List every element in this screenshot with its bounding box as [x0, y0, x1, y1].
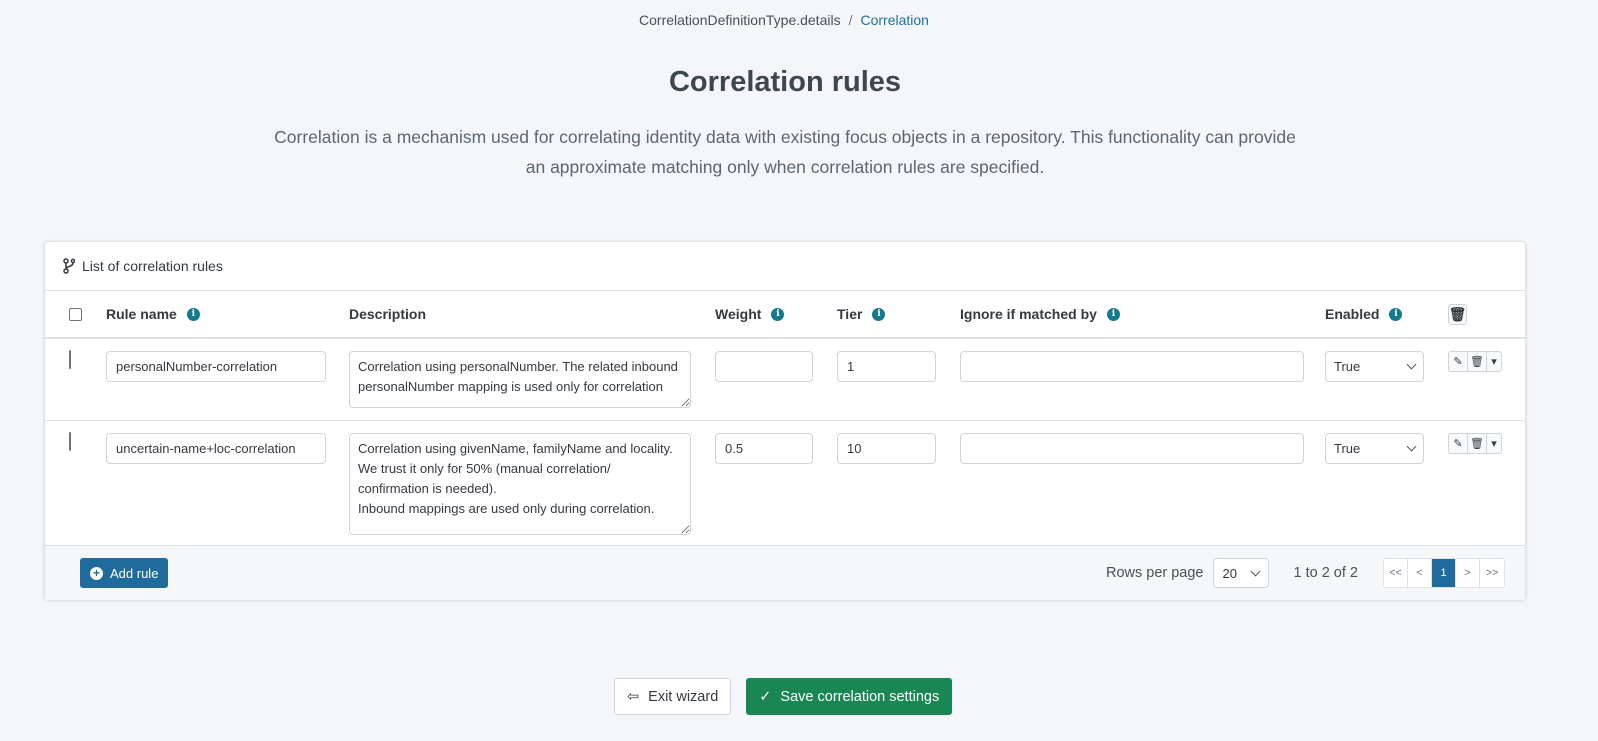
rule-name-input[interactable]	[106, 351, 326, 382]
add-rule-label: Add rule	[110, 565, 159, 581]
page-next[interactable]: >	[1456, 559, 1480, 587]
pagination: << < 1 > >>	[1383, 558, 1505, 588]
tier-input[interactable]	[837, 351, 936, 382]
table-row: Correlation using personalNumber. The re…	[45, 339, 1525, 421]
info-icon[interactable]: i	[1389, 307, 1403, 321]
trash-icon[interactable]: 🗑	[1468, 434, 1487, 453]
ignore-input[interactable]	[960, 433, 1304, 464]
col-enabled: Enabled	[1325, 306, 1380, 322]
save-label: Save correlation settings	[780, 688, 940, 705]
info-icon[interactable]: i	[872, 307, 886, 321]
trash-icon: 🗑	[1448, 305, 1467, 322]
select-all-checkbox[interactable]	[69, 307, 82, 321]
page-intro: Correlation is a mechanism used for corr…	[274, 127, 1296, 177]
row-actions: ✎ 🗑 ▾	[1448, 351, 1502, 372]
page-title: Correlation rules	[668, 66, 902, 98]
col-tier: Tier	[837, 306, 863, 322]
page-prev[interactable]: <	[1408, 559, 1432, 587]
breadcrumb-current[interactable]: Correlation	[860, 12, 929, 28]
enabled-select[interactable]: True	[1325, 433, 1424, 464]
info-icon[interactable]: i	[186, 307, 200, 321]
rules-card: List of correlation rules Rule name i Des…	[44, 241, 1526, 600]
col-weight: Weight	[715, 306, 762, 322]
tier-input[interactable]	[837, 433, 936, 464]
save-button[interactable]: ✓ Save correlation settings	[746, 678, 953, 715]
weight-input[interactable]	[715, 433, 813, 464]
edit-icon[interactable]: ✎	[1449, 352, 1468, 371]
description-textarea[interactable]: Correlation using personalNumber. The re…	[349, 351, 691, 408]
caret-down-icon[interactable]: ▾	[1491, 356, 1497, 368]
trash-icon[interactable]: 🗑	[1468, 352, 1487, 371]
chevron-down-icon	[1250, 566, 1260, 576]
code-branch-icon	[63, 258, 75, 274]
rows-per-page-label: Rows per page	[1105, 565, 1204, 581]
col-rule-name: Rule name	[106, 306, 177, 322]
chevron-down-icon	[1406, 441, 1417, 452]
rows-per-page-select[interactable]: 20	[1212, 558, 1269, 588]
exit-wizard-button[interactable]: ⇦ Exit wizard	[614, 678, 732, 715]
enabled-value: True	[1334, 359, 1361, 374]
weight-input[interactable]	[715, 351, 813, 382]
card-header: List of correlation rules	[45, 242, 1525, 291]
page-count: 1 to 2 of 2	[1293, 565, 1359, 581]
enabled-value: True	[1334, 441, 1361, 456]
col-ignore: Ignore if matched by	[960, 306, 1097, 322]
card-title: List of correlation rules	[82, 258, 223, 274]
chevron-down-icon	[1406, 359, 1417, 370]
exit-label: Exit wizard	[648, 688, 719, 705]
rule-name-input[interactable]	[106, 433, 326, 464]
table-footer: + Add rule Rows per page 20 1 to 2 of 2 <…	[45, 546, 1525, 600]
row-actions: ✎ 🗑 ▾	[1448, 433, 1502, 454]
breadcrumb-parent: CorrelationDefinitionType.details	[639, 12, 841, 28]
page-first[interactable]: <<	[1384, 559, 1408, 587]
row-checkbox[interactable]	[69, 350, 71, 369]
delete-selected-button[interactable]: 🗑	[1448, 303, 1467, 325]
col-description: Description	[349, 306, 427, 322]
page-last[interactable]: >>	[1485, 567, 1499, 579]
rows-per-page-value: 20	[1222, 565, 1237, 581]
sign-out-icon: ⇦	[627, 688, 640, 705]
wizard-actions: ⇦ Exit wizard ✓ Save correlation settings	[614, 678, 953, 715]
add-rule-button[interactable]: + Add rule	[80, 558, 169, 588]
plus-circle-icon: +	[90, 566, 103, 580]
table-header: Rule name i Description Weight i Tier i Ign…	[45, 291, 1525, 339]
ignore-input[interactable]	[960, 351, 1304, 382]
row-checkbox[interactable]	[69, 432, 71, 451]
check-icon: ✓	[759, 688, 772, 705]
info-icon[interactable]: i	[771, 307, 785, 321]
caret-down-icon[interactable]: ▾	[1491, 438, 1497, 450]
enabled-select[interactable]: True	[1325, 351, 1424, 382]
edit-icon[interactable]: ✎	[1449, 434, 1468, 453]
page-current[interactable]: 1	[1432, 559, 1456, 587]
breadcrumb: CorrelationDefinitionType.details / Correl…	[639, 12, 929, 28]
info-icon[interactable]: i	[1106, 307, 1120, 321]
description-textarea[interactable]: Correlation using givenName, familyName …	[349, 433, 691, 535]
table-row: Correlation using givenName, familyName …	[45, 421, 1525, 546]
